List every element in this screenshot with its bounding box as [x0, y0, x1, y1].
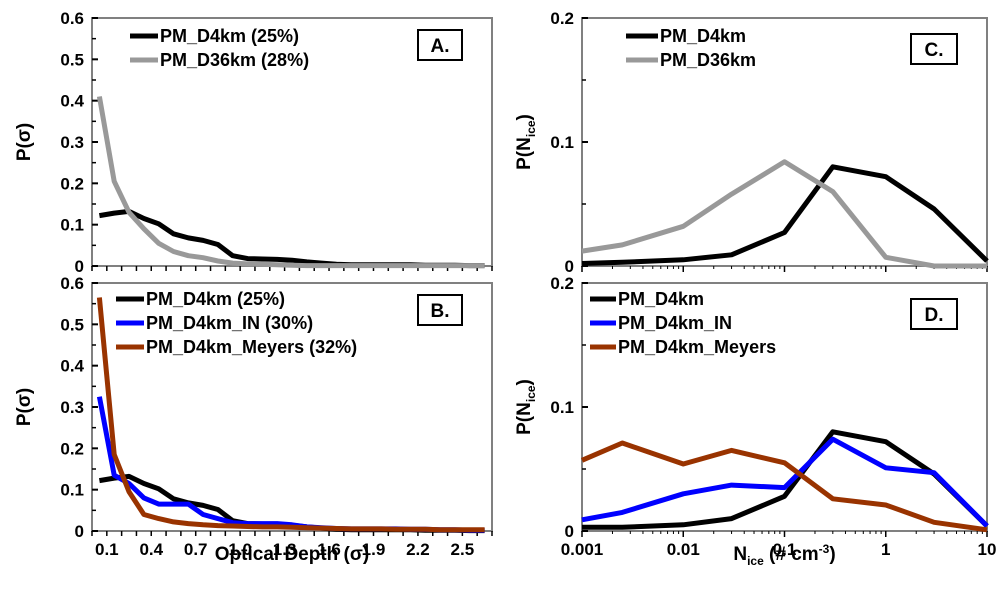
x-tick-label-b: 1.0 [228, 540, 252, 559]
x-axis-label-main: Optical Depth (σ) [215, 544, 369, 565]
x-tick-label-d: 1 [881, 540, 890, 559]
panel-a: 0 0.1 0.2 0.3 0.4 0.5 0.6 PM_D4km (25%) PM_D36km… [14, 9, 493, 276]
y-tick-label-a: 0.4 [60, 92, 84, 111]
legend-label-pm-d4km-in-d: PM_D4km_IN [618, 313, 732, 333]
series-line-pm-d4km-in-30-b [96, 396, 485, 533]
x-tick-label-b: 2.5 [451, 540, 475, 559]
y-tick-label-c: 0.2 [550, 9, 574, 28]
x-axis-label-d: Nice (# cm-3) [733, 542, 835, 568]
legend-label-pm-d4km-25-a: PM_D4km (25%) [160, 26, 299, 46]
panel-label-a: A. [431, 36, 450, 57]
y-tick-label-b: 0.6 [60, 274, 84, 293]
x-axis-label-close: ) [829, 544, 835, 565]
x-tick-label-b: 0.4 [139, 540, 163, 559]
y-tick-label-b: 0.5 [60, 315, 84, 334]
y-axis-label-sub: ice [524, 385, 538, 402]
y-tick-label-c: 0.1 [550, 133, 574, 152]
series-line-pm-d4km-in-d [581, 436, 989, 528]
y-tick-label-b: 0.4 [60, 357, 84, 376]
y-axis-label-main: P(σ) [14, 388, 35, 426]
y-tick-label-b: 0.3 [60, 398, 84, 417]
x-tick-label-b: 0.7 [184, 540, 208, 559]
panel-b: 0 0.1 0.2 0.3 0.4 0.5 0.6 0.1 0.4 0.7 1.0 1.3 1.6 1.9… [14, 274, 493, 565]
panel-label-c: C. [925, 40, 944, 61]
y-tick-label-b: 0.2 [60, 439, 84, 458]
x-axis-label-sub: ice [747, 554, 764, 568]
y-tick-label-a: 0.1 [60, 216, 84, 235]
y-tick-label-c: 0 [565, 257, 574, 276]
series-line-pm-d36km-c [581, 159, 987, 269]
y-axis-label-main: P(σ) [14, 123, 35, 161]
x-axis-label-unit: (# cm [764, 544, 819, 565]
y-tick-label-d: 0 [565, 522, 574, 541]
y-tick-label-b: 0 [75, 522, 84, 541]
y-axis-label-d: P(Nice) [514, 379, 538, 435]
legend-label-pm-d4km-c: PM_D4km [660, 26, 746, 46]
series-line-pm-d36km-28-a [96, 96, 485, 269]
y-tick-label-a: 0.6 [60, 9, 84, 28]
y-tick-label-a: 0.5 [60, 50, 84, 69]
legend-label-pm-d4km-d: PM_D4km [618, 289, 704, 309]
y-tick-label-d: 0.1 [550, 398, 574, 417]
x-tick-label-b: 0.1 [95, 540, 119, 559]
y-axis-label-a: P(σ) [14, 123, 35, 161]
x-tick-label-d: 10 [978, 540, 997, 559]
x-tick-label-b: 1.3 [273, 540, 297, 559]
panel-label-box-c [910, 33, 958, 65]
panel-d: 0 0.1 0.2 0.001 0.01 0.1 1 10 PM_D4km PM_D4km_IN P… [514, 274, 996, 568]
x-tick-label-d: 0.01 [667, 540, 700, 559]
panel-label-b: B. [431, 301, 450, 322]
y-tick-label-a: 0.3 [60, 133, 84, 152]
panel-label-box-d [910, 298, 958, 330]
y-axis-label-c: P(Nice) [514, 114, 538, 170]
series-line-pm-d4km-c [581, 164, 989, 266]
legend-label-pm-d4km-meyers-32-b: PM_D4km_Meyers (32%) [146, 337, 357, 357]
y-tick-label-a: 0.2 [60, 174, 84, 193]
series-line-pm-d4km-meyers-32-b [96, 297, 485, 533]
y-axis-label-end: ) [514, 379, 535, 385]
y-axis-label-end: ) [514, 114, 535, 120]
x-tick-label-d: 0.1 [773, 540, 797, 559]
y-axis-label-b: P(σ) [14, 388, 35, 426]
y-axis-label-main: P(N [514, 137, 535, 170]
panel-label-box-b [417, 294, 463, 326]
panel-label-box-a [417, 29, 463, 61]
legend-label-pm-d36km-28-a: PM_D36km (28%) [160, 50, 309, 70]
panel-label-d: D. [925, 305, 944, 326]
x-axis-label-b: Optical Depth (σ) [215, 544, 369, 565]
panel-c: 0 0.1 0.2 PM_D4km PM_D36km C. P(Nice) [514, 9, 989, 276]
x-tick-label-b: 1.6 [317, 540, 341, 559]
y-tick-label-a: 0 [75, 257, 84, 276]
x-tick-label-d: 0.001 [561, 540, 604, 559]
x-tick-label-b: 1.9 [362, 540, 386, 559]
series-line-pm-d4km-d [582, 429, 989, 530]
y-axis-label-sub: ice [524, 120, 538, 137]
legend-label-pm-d4km-25-b: PM_D4km (25%) [146, 289, 285, 309]
y-tick-label-b: 0.1 [60, 481, 84, 500]
x-axis-label-main: N [733, 544, 747, 565]
x-axis-label-sup: -3 [819, 542, 830, 556]
legend-label-pm-d4km-in-30-b: PM_D4km_IN (30%) [146, 313, 313, 333]
y-tick-label-d: 0.2 [550, 274, 574, 293]
series-line-pm-d4km-meyers-d [581, 440, 988, 533]
legend-label-pm-d36km-c: PM_D36km [660, 50, 756, 70]
y-axis-label-main: P(N [514, 402, 535, 435]
legend-label-pm-d4km-meyers-d: PM_D4km_Meyers [618, 337, 776, 357]
x-tick-label-b: 2.2 [406, 540, 430, 559]
